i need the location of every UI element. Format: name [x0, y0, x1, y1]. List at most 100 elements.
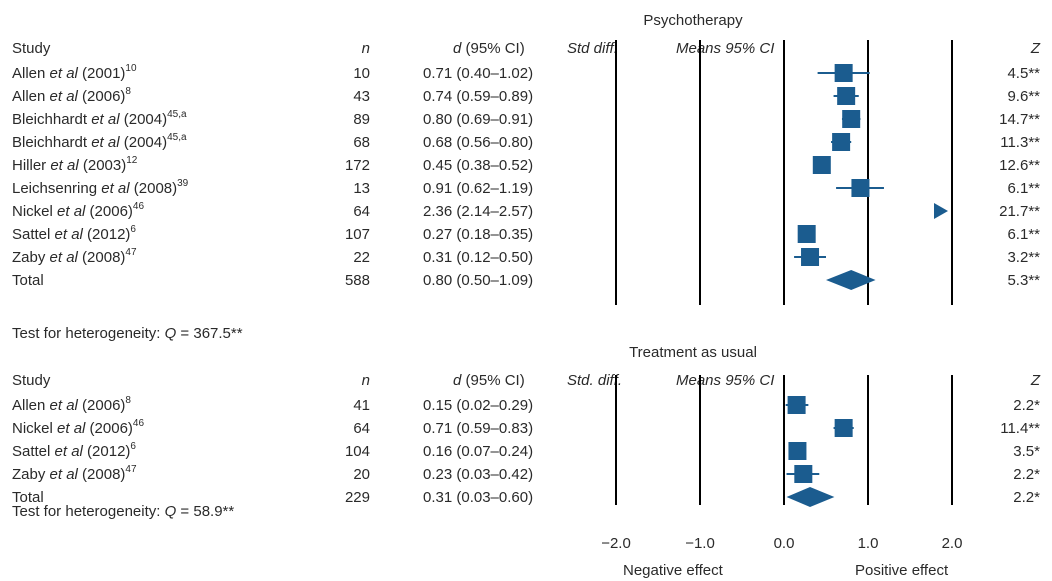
z-value: 12.6**: [999, 157, 1040, 174]
study-name-treatment-as-usual: Nickel et al (2006)46: [12, 418, 144, 437]
effect-size-ci: 0.68 (0.56–0.80): [423, 134, 533, 151]
study-name-treatment-as-usual: Zaby et al (2008)47: [12, 464, 137, 483]
study-name-psychotherapy: Bleichhardt et al (2004)45,a: [12, 109, 187, 128]
header-z-psychotherapy: Z: [1030, 40, 1041, 57]
study-name-treatment-as-usual: Sattel et al (2012)6: [12, 441, 136, 460]
point-estimate-square: [812, 156, 831, 174]
heterogeneity-value: = 58.9**: [176, 503, 234, 520]
header-std-diff-treatment-as-usual: Std. diff.: [567, 372, 622, 389]
z-value: 9.6**: [1007, 88, 1040, 105]
study-etal: et al: [101, 180, 130, 197]
sample-size: 64: [353, 420, 370, 437]
study-author: Hiller: [12, 157, 50, 174]
sample-size: 20: [353, 466, 370, 483]
total-diamond-treatment-as-usual: [786, 487, 835, 507]
heterogeneity-label: Test for heterogeneity:: [12, 503, 165, 520]
heterogeneity-treatment-as-usual: Test for heterogeneity: Q = 58.9**: [12, 503, 234, 520]
header-means-ci-psychotherapy: Means 95% CI: [676, 40, 774, 57]
sample-size: 13: [353, 180, 370, 197]
axis-tick-label: −2.0: [601, 535, 631, 552]
study-etal: et al: [55, 443, 84, 460]
study-year: (2008): [130, 180, 178, 197]
point-estimate-square: [794, 465, 813, 483]
axis-tick-label: 1.0: [858, 535, 879, 552]
effect-size-ci: 0.71 (0.59–0.83): [423, 420, 533, 437]
z-value: 2.2*: [1013, 466, 1040, 483]
study-reference: 39: [177, 178, 189, 189]
study-reference: 6: [130, 441, 136, 452]
study-reference: 12: [126, 155, 138, 166]
study-author: Zaby: [12, 249, 50, 266]
study-name-psychotherapy: Nickel et al (2006)46: [12, 201, 144, 220]
total-label-psychotherapy: Total: [12, 272, 44, 289]
study-author: Nickel: [12, 420, 57, 437]
study-reference: 46: [133, 201, 145, 212]
study-reference: 8: [125, 86, 131, 97]
study-reference: 10: [125, 63, 137, 74]
z-value: 21.7**: [999, 203, 1040, 220]
sample-size: 104: [345, 443, 370, 460]
effect-size-ci: 0.45 (0.38–0.52): [423, 157, 533, 174]
study-author: Bleichhardt: [12, 111, 91, 128]
sample-size: 229: [345, 489, 370, 506]
study-author: Allen: [12, 397, 50, 414]
study-reference: 8: [125, 395, 131, 406]
axis-tick-label: −1.0: [685, 535, 715, 552]
study-year: (2004): [120, 111, 168, 128]
study-etal: et al: [50, 249, 79, 266]
effect-size-ci: 0.31 (0.03–0.60): [423, 489, 533, 506]
study-etal: et al: [50, 157, 79, 174]
effect-size-ci: 0.31 (0.12–0.50): [423, 249, 533, 266]
study-etal: et al: [50, 65, 79, 82]
effect-size-ci: 0.91 (0.62–1.19): [423, 180, 533, 197]
heterogeneity-psychotherapy: Test for heterogeneity: Q = 367.5**: [12, 325, 243, 342]
z-value: 11.3**: [1000, 134, 1040, 151]
header-d-symbol: d: [453, 372, 462, 389]
axis-tick-label: 0.0: [774, 535, 795, 552]
effect-size-ci: 0.27 (0.18–0.35): [423, 226, 533, 243]
study-year: (2012): [83, 226, 131, 243]
heterogeneity-label: Test for heterogeneity:: [12, 325, 165, 342]
z-value: 6.1**: [1007, 180, 1040, 197]
study-year: (2006): [85, 420, 133, 437]
study-etal: et al: [50, 88, 79, 105]
point-estimate-square: [788, 442, 807, 460]
study-author: Nickel: [12, 203, 57, 220]
point-estimate-square: [832, 133, 851, 151]
z-value: 3.2**: [1007, 249, 1040, 266]
z-value: 14.7**: [999, 111, 1040, 128]
effect-size-ci: 0.23 (0.03–0.42): [423, 466, 533, 483]
z-value: 3.5*: [1013, 443, 1040, 460]
header-std-diff-psychotherapy: Std diff.: [567, 40, 618, 57]
header-d-ci-treatment-as-usual: d (95% CI): [453, 372, 525, 389]
study-reference: 45,a: [167, 109, 187, 120]
study-etal: et al: [91, 111, 120, 128]
sample-size: 41: [353, 397, 370, 414]
study-etal: et al: [50, 397, 79, 414]
point-estimate-square: [834, 419, 853, 437]
study-reference: 47: [125, 464, 137, 475]
effect-size-ci: 0.80 (0.50–1.09): [423, 272, 533, 289]
study-name-psychotherapy: Zaby et al (2008)47: [12, 247, 137, 266]
study-reference: 45,a: [167, 132, 187, 143]
study-reference: 46: [133, 418, 145, 429]
study-name-psychotherapy: Sattel et al (2012)6: [12, 224, 136, 243]
study-author: Zaby: [12, 466, 50, 483]
point-estimate-square: [801, 248, 820, 266]
header-z-treatment-as-usual: Z: [1030, 372, 1041, 389]
study-year: (2006): [85, 203, 133, 220]
study-year: (2008): [78, 249, 126, 266]
effect-size-ci: 0.15 (0.02–0.29): [423, 397, 533, 414]
sample-size: 22: [353, 249, 370, 266]
sample-size: 89: [353, 111, 370, 128]
effect-size-ci: 0.71 (0.40–1.02): [423, 65, 533, 82]
point-estimate-square: [837, 87, 856, 105]
heterogeneity-value: = 367.5**: [176, 325, 242, 342]
z-value: 11.4**: [1000, 420, 1040, 437]
point-estimate-square: [797, 225, 816, 243]
study-author: Allen: [12, 88, 50, 105]
sample-size: 172: [345, 157, 370, 174]
header-study-psychotherapy: Study: [12, 40, 51, 57]
offscale-arrow-marker: [934, 203, 948, 219]
header-study-treatment-as-usual: Study: [12, 372, 51, 389]
